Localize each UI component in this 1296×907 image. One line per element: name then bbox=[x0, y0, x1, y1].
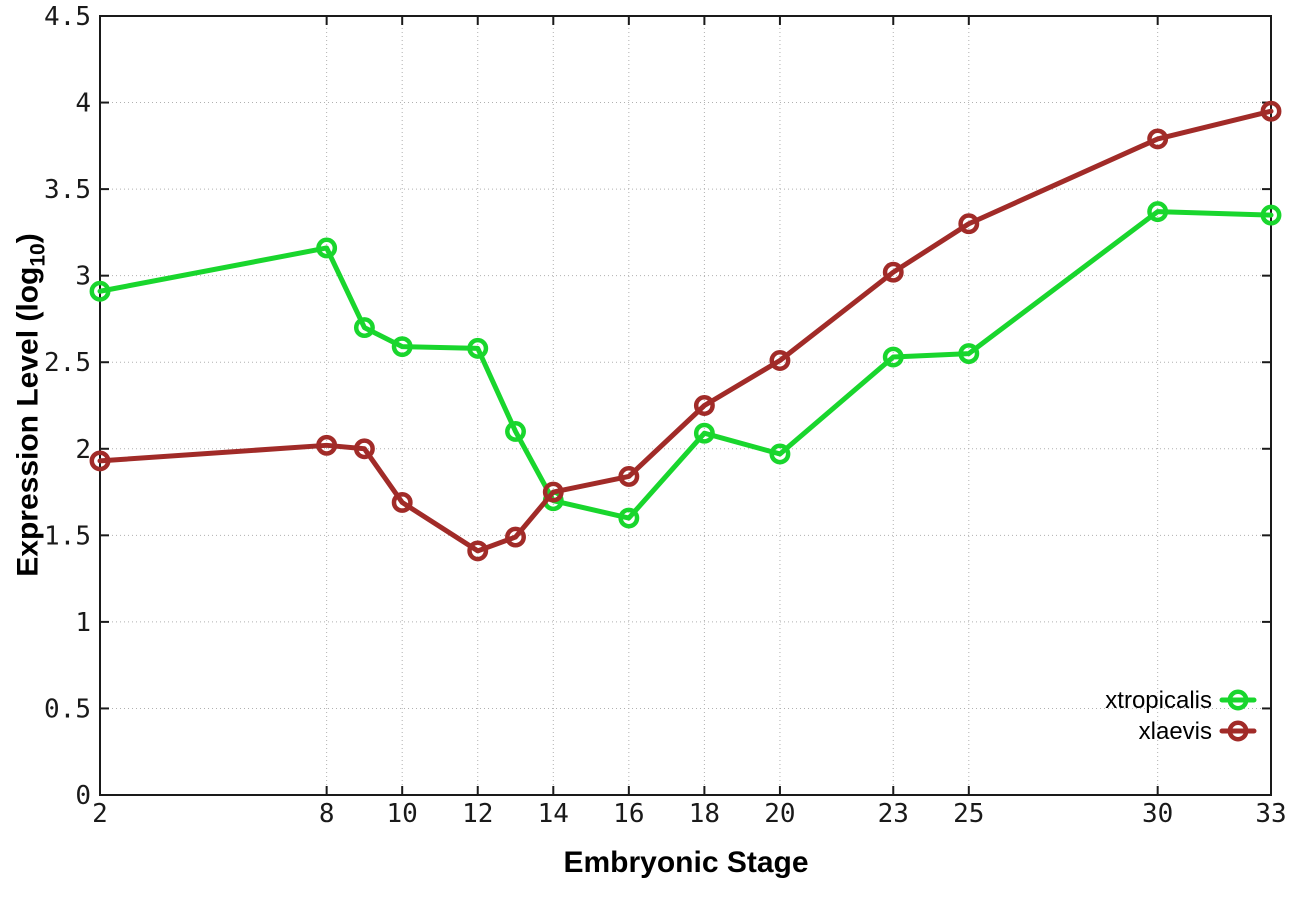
data-point-xlaevis-33 bbox=[1260, 100, 1282, 122]
x-tick-label: 2 bbox=[92, 799, 108, 829]
x-axis-label: Embryonic Stage bbox=[563, 846, 809, 879]
x-tick-label: 8 bbox=[319, 799, 335, 829]
x-tick-label: 25 bbox=[953, 799, 984, 829]
data-point-xtropicalis-12 bbox=[467, 337, 489, 359]
data-point-xlaevis-18 bbox=[693, 395, 715, 416]
data-point-xlaevis-9 bbox=[353, 438, 375, 460]
y-tick-label: 2.5 bbox=[44, 348, 91, 378]
y-tick-label: 4 bbox=[75, 89, 91, 119]
x-tick-label: 23 bbox=[878, 799, 909, 829]
data-point-xtropicalis-20 bbox=[769, 443, 791, 465]
data-point-xlaevis-20 bbox=[769, 350, 791, 371]
y-axis-label-suffix: ) bbox=[11, 233, 45, 244]
y-tick-label: 1.5 bbox=[44, 521, 91, 551]
x-tick-label: 12 bbox=[462, 799, 493, 829]
plot-border bbox=[99, 15, 1272, 796]
data-point-xtropicalis-30 bbox=[1147, 201, 1169, 223]
y-tick-label: 3.5 bbox=[44, 175, 91, 205]
legend-label-xlaevis: xlaevis bbox=[1139, 718, 1212, 745]
data-point-xlaevis-23 bbox=[882, 261, 904, 283]
x-tick-label: 30 bbox=[1142, 799, 1173, 829]
y-axis-label-subscript: 10 bbox=[26, 243, 50, 267]
x-tick-label: 18 bbox=[689, 799, 720, 829]
data-point-xtropicalis-33 bbox=[1260, 204, 1282, 226]
data-point-xtropicalis-9 bbox=[353, 317, 375, 339]
x-tick-label: 33 bbox=[1255, 799, 1286, 829]
x-tick-label: 16 bbox=[613, 799, 644, 829]
y-tick-label: 0.5 bbox=[44, 694, 91, 724]
y-axis-label: Expression Level (log10) bbox=[12, 233, 51, 576]
y-axis-label-text: Expression Level (log bbox=[11, 266, 45, 577]
data-point-xlaevis-2 bbox=[89, 450, 111, 472]
y-tick-label: 3 bbox=[75, 262, 91, 292]
data-point-xlaevis-25 bbox=[958, 213, 980, 235]
data-point-xlaevis-12 bbox=[467, 540, 489, 562]
y-tick-label: 2 bbox=[75, 435, 91, 465]
y-tick-label: 4.5 bbox=[44, 2, 91, 32]
data-point-xlaevis-8 bbox=[316, 434, 338, 456]
legend-marker-xlaevis bbox=[1227, 720, 1249, 742]
data-point-xlaevis-14 bbox=[542, 481, 564, 503]
y-tick-label: 1 bbox=[75, 608, 91, 638]
series-line-xlaevis bbox=[97, 108, 1274, 554]
data-point-xlaevis-30 bbox=[1147, 128, 1169, 150]
data-point-xtropicalis-2 bbox=[89, 280, 111, 302]
data-point-xlaevis-16 bbox=[618, 466, 640, 487]
data-point-xtropicalis-8 bbox=[316, 237, 338, 259]
data-point-xtropicalis-25 bbox=[958, 343, 980, 365]
data-point-xtropicalis-18 bbox=[693, 422, 715, 444]
data-point-xtropicalis-23 bbox=[882, 346, 904, 368]
legend-label-xtropicalis: xtropicalis bbox=[1105, 687, 1212, 714]
x-tick-label: 14 bbox=[538, 799, 569, 829]
x-tick-label: 10 bbox=[387, 799, 418, 829]
x-tick-label: 20 bbox=[764, 799, 795, 829]
data-point-xtropicalis-10 bbox=[391, 336, 413, 358]
data-point-xlaevis-10 bbox=[391, 491, 413, 513]
series-line-xtropicalis bbox=[97, 209, 1274, 521]
data-point-xtropicalis-16 bbox=[618, 507, 640, 529]
legend-marker-xtropicalis bbox=[1227, 689, 1249, 711]
data-point-xlaevis-13 bbox=[505, 526, 526, 548]
y-tick-label: 0 bbox=[75, 781, 91, 811]
data-point-xtropicalis-13 bbox=[505, 421, 526, 442]
